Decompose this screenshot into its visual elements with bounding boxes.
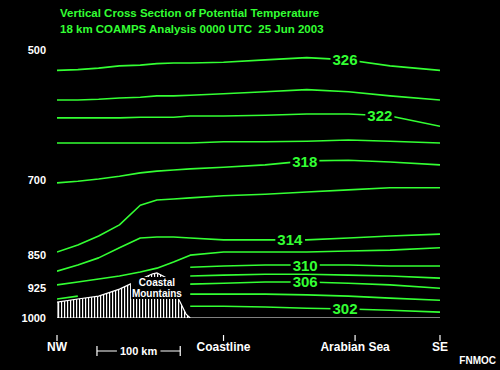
- x-tick-label: NW: [47, 340, 68, 354]
- x-tick-label: Coastline: [197, 340, 251, 354]
- contour-label: 318: [292, 153, 317, 170]
- plot-area: [57, 58, 440, 318]
- y-tick-label: 500: [28, 44, 46, 56]
- y-tick-label: 700: [28, 174, 46, 186]
- terrain-label-bg: [131, 277, 183, 299]
- chart: Vertical Cross Section of Potential Temp…: [0, 0, 500, 370]
- contour-label: 302: [333, 300, 358, 317]
- contour-line: [57, 90, 440, 100]
- y-tick-label: 850: [28, 249, 46, 261]
- scale-bar-label: 100 km: [120, 345, 158, 357]
- background: [0, 0, 500, 370]
- contour-line: [57, 58, 440, 71]
- labels: CoastalMountains 326 322 318 314 310306 302: [131, 51, 394, 317]
- subtitle: 18 km COAMPS Analysis 0000 UTC 25 Jun 20…: [60, 23, 324, 35]
- contour-label: 314: [277, 231, 303, 248]
- contour-line: [57, 160, 440, 183]
- contour-label: 322: [367, 107, 392, 124]
- scale-bar: 100 km: [97, 345, 180, 357]
- y-tick-label: 1000: [22, 312, 46, 324]
- scale-bar-end: [180, 346, 181, 356]
- contour-line: [57, 140, 440, 143]
- contour-line: [190, 306, 440, 312]
- scale-bar-label-bg: [117, 345, 161, 357]
- x-tick-label: SE: [432, 340, 448, 354]
- contour-label: 326: [333, 51, 358, 68]
- title: Vertical Cross Section of Potential Temp…: [60, 7, 319, 19]
- contour-line: [190, 294, 440, 300]
- contour-label: 306: [293, 273, 318, 290]
- terrain-label-line: Mountains: [132, 288, 182, 299]
- contour-label: 310: [293, 257, 318, 274]
- scale-bar-end: [96, 346, 97, 356]
- terrain-label: CoastalMountains: [132, 277, 182, 299]
- terrain: [57, 273, 440, 318]
- contour-line: [57, 188, 440, 252]
- y-tick-label: 925: [28, 282, 46, 294]
- x-tick-label: Arabian Sea: [320, 340, 390, 354]
- credit: FNMOC: [459, 355, 496, 366]
- terrain-label-line: Coastal: [139, 277, 175, 288]
